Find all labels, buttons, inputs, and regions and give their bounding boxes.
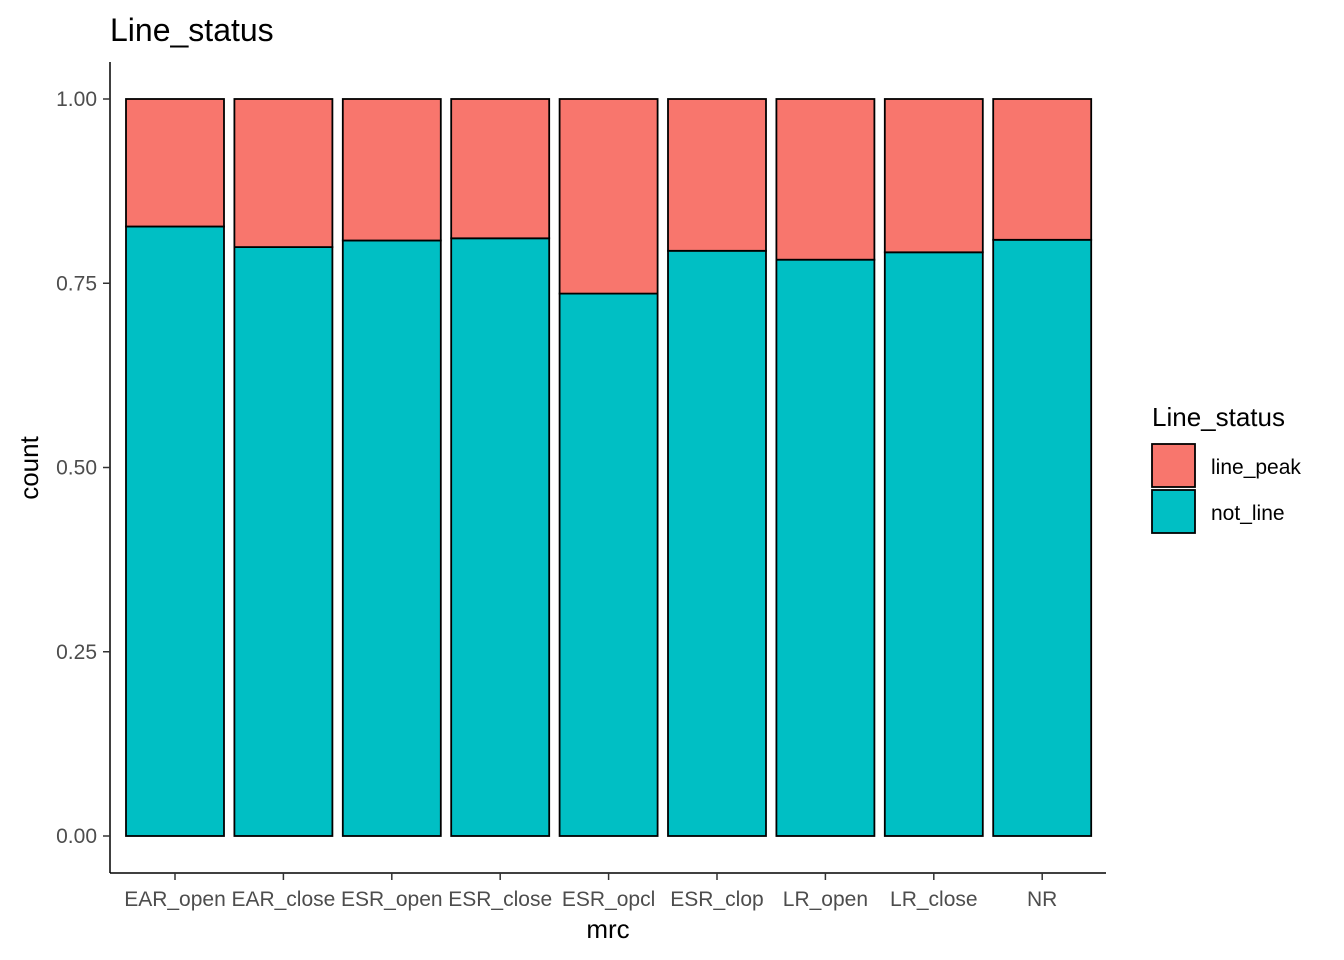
bars-group [125, 98, 1093, 837]
x-ticks: EAR_open EAR_close ESR_open ESR_close ESR_op… [124, 873, 1057, 911]
bar-not-line-ear-open [125, 225, 225, 837]
x-axis-title: mrc [586, 914, 629, 944]
x-tick-label: EAR_open [124, 888, 226, 911]
bar-line-peak-lr-close [883, 98, 984, 254]
bar-not-line-esr-clop [667, 249, 767, 837]
legend-label-line-peak: line_peak [1211, 456, 1301, 479]
bar-line-peak-ear-close [233, 98, 334, 249]
bar-line-peak-nr [992, 98, 1093, 241]
bar-line-peak-esr-open [341, 98, 442, 242]
x-tick-label: LR_open [783, 888, 868, 911]
bar-line-peak-esr-close [450, 98, 551, 240]
legend-title: Line_status [1152, 402, 1285, 432]
bar-not-line-lr-close [883, 251, 984, 837]
bar-line-peak-esr-clop [667, 98, 767, 252]
y-tick-label: 1.00 [56, 88, 97, 111]
bar-not-line-ear-close [233, 246, 334, 837]
legend: Line_status line_peak not_line [1151, 402, 1301, 534]
y-tick-label: 0.75 [56, 272, 97, 295]
bar-line-peak-esr-opcl [558, 98, 659, 295]
bar-not-line-esr-open [341, 239, 442, 837]
y-axis-title: count [14, 435, 44, 499]
bar-not-line-nr [992, 238, 1093, 837]
bar-not-line-esr-opcl [558, 292, 659, 837]
bar-not-line-esr-close [450, 237, 551, 837]
x-tick-label: ESR_clop [670, 888, 763, 911]
chart-title: Line_status [110, 12, 274, 48]
bar-not-line-lr-open [775, 258, 876, 837]
x-tick-label: NR [1027, 888, 1057, 911]
y-ticks: 0.00 0.25 0.50 0.75 1.00 [56, 88, 110, 848]
x-tick-label: ESR_close [448, 888, 552, 911]
x-tick-label: EAR_close [231, 888, 335, 911]
y-tick-label: 0.50 [56, 457, 97, 480]
x-tick-label: ESR_open [341, 888, 443, 911]
bar-line-peak-ear-open [125, 98, 225, 228]
x-tick-label: LR_close [890, 888, 978, 911]
legend-label-not-line: not_line [1211, 502, 1285, 525]
x-tick-label: ESR_opcl [562, 888, 655, 911]
bar-line-peak-lr-open [775, 98, 876, 261]
legend-key-line-peak [1151, 443, 1196, 488]
y-tick-label: 0.25 [56, 641, 97, 664]
y-tick-label: 0.00 [56, 825, 97, 848]
legend-key-not-line [1151, 489, 1196, 534]
